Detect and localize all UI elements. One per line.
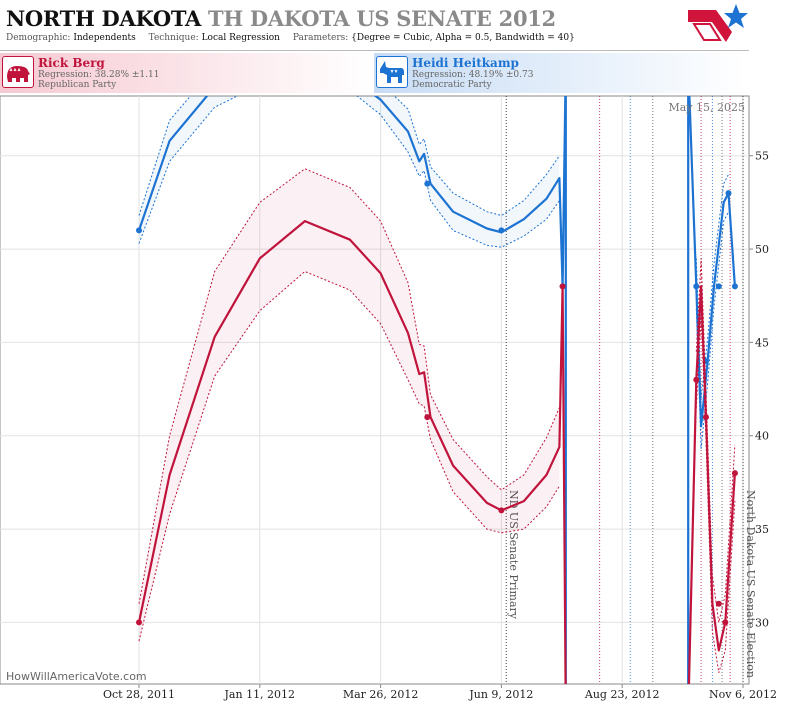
candidate-regression: Regression: 38.28% ±1.11 xyxy=(38,70,160,80)
technique-value: Local Regression xyxy=(201,33,280,43)
candidate-legend: Rick Berg Regression: 38.28% ±1.11 Repub… xyxy=(0,51,749,95)
poll-point xyxy=(693,376,700,383)
y-tick-label: 50 xyxy=(755,243,769,256)
parameters-line: Demographic: Independents Technique: Loc… xyxy=(6,33,585,43)
star-flag-logo-icon[interactable] xyxy=(686,2,748,48)
axes: 30 35 40 45 50 55 Oct 28, 2011 Jan 11, 2012 Mar … xyxy=(103,150,777,701)
event-markers: ND US Senate Primary North Dakota US Sena… xyxy=(505,96,757,684)
donkey-icon xyxy=(376,56,408,88)
candidate-name: Heidi Heitkamp xyxy=(412,56,519,70)
parameters-label: Parameters: xyxy=(292,33,349,43)
candidate-party: Democratic Party xyxy=(412,80,492,90)
poll-point xyxy=(424,414,431,421)
x-tick-label: Jan 11, 2012 xyxy=(224,688,296,701)
poll-point xyxy=(715,600,722,607)
parameters-value: {Degree = Cubic, Alpha = 0.5, Bandwidth … xyxy=(351,33,575,43)
legend-item-heidi-heitkamp[interactable]: Heidi Heitkamp Regression: 48.19% ±0.73 … xyxy=(374,53,746,93)
confidence-upper-line xyxy=(138,96,560,217)
confidence-lower-line xyxy=(138,270,560,642)
poll-point xyxy=(693,283,700,290)
poll-point xyxy=(498,507,505,514)
title-race: TH DAKOTA US SENATE 2012 xyxy=(208,6,556,31)
x-tick-label: Nov 6, 2012 xyxy=(709,688,777,701)
poll-point xyxy=(559,283,566,290)
y-tick-label: 35 xyxy=(755,523,769,536)
series-layer xyxy=(136,96,738,684)
grid-lines xyxy=(0,96,749,684)
poll-point xyxy=(424,180,431,187)
y-tick-label: 55 xyxy=(755,150,769,163)
demographic-label: Demographic: xyxy=(6,33,71,43)
y-tick-label: 30 xyxy=(755,616,769,629)
candidate-party: Republican Party xyxy=(38,80,117,90)
candidate-name: Rick Berg xyxy=(38,56,105,70)
title-state: NORTH DAKOTA xyxy=(6,6,202,31)
poll-point xyxy=(702,414,709,421)
chart-title: NORTH DAKOTA TH DAKOTA US SENATE 2012 xyxy=(6,6,556,31)
elephant-icon xyxy=(2,56,34,88)
header: NORTH DAKOTA TH DAKOTA US SENATE 2012 De… xyxy=(0,0,749,51)
legend-item-rick-berg[interactable]: Rick Berg Regression: 38.28% ±1.11 Repub… xyxy=(0,53,372,93)
technique-label: Technique: xyxy=(148,33,199,43)
poll-point xyxy=(715,283,722,290)
site-credit: HowWillAmericaVote.com xyxy=(6,670,147,683)
confidence-band xyxy=(139,96,560,248)
poll-point xyxy=(498,227,505,234)
series-rick-berg xyxy=(136,168,738,684)
x-tick-label: Mar 26, 2012 xyxy=(343,688,419,701)
plot-area xyxy=(0,95,750,685)
event-label: ND US Senate Primary xyxy=(507,490,520,620)
x-tick-label: Aug 23, 2012 xyxy=(584,688,660,701)
y-tick-label: 45 xyxy=(755,336,769,349)
series-heidi-heitkamp xyxy=(136,96,738,684)
candidate-regression: Regression: 48.19% ±0.73 xyxy=(412,70,534,80)
demographic-value: Independents xyxy=(73,33,136,43)
poll-point xyxy=(725,190,732,197)
x-tick-label: Jun 9, 2012 xyxy=(468,688,533,701)
late-confidence-upper-line xyxy=(695,258,736,623)
x-tick-label: Oct 28, 2011 xyxy=(103,688,175,701)
poll-point xyxy=(731,470,738,477)
stamp-date: May 15, 2025 xyxy=(668,101,745,114)
poll-point xyxy=(136,619,142,626)
event-label: North Dakota US Senate Election xyxy=(744,490,757,678)
confidence-upper-line xyxy=(138,168,560,604)
poll-point xyxy=(136,227,142,234)
poll-point xyxy=(722,619,729,626)
y-tick-label: 40 xyxy=(755,430,769,443)
poll-point xyxy=(731,283,738,290)
trend-line xyxy=(137,96,736,684)
